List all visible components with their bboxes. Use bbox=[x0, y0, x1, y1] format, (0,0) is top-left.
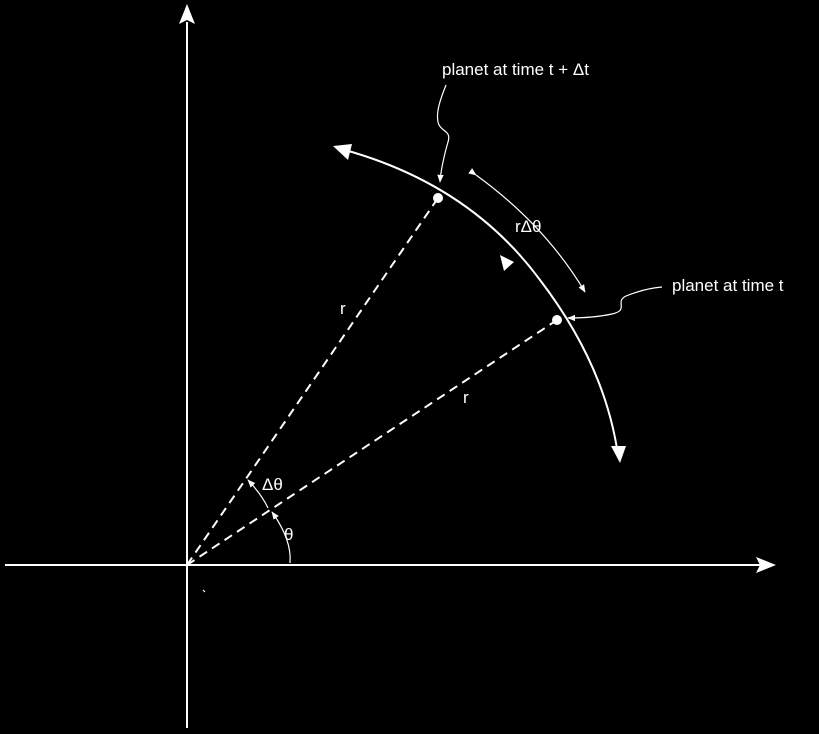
label-radius-now: r bbox=[463, 388, 469, 407]
origin-tick bbox=[202, 589, 206, 593]
label-delta-theta: Δθ bbox=[262, 475, 283, 494]
theta-angle-arc bbox=[271, 511, 291, 564]
label-arc-length: rΔθ bbox=[515, 217, 541, 236]
leader-later bbox=[436, 84, 450, 183]
label-radius-later: r bbox=[340, 299, 346, 318]
planet-now-point bbox=[552, 315, 562, 325]
leader-now bbox=[567, 286, 663, 322]
label-planet-now: planet at time t bbox=[672, 276, 784, 295]
x-axis-arrow-icon bbox=[756, 557, 776, 573]
label-planet-later: planet at time t + Δt bbox=[442, 60, 589, 79]
planet-later-point bbox=[433, 193, 443, 203]
orbit-arc bbox=[344, 149, 619, 456]
label-theta: θ bbox=[284, 525, 293, 544]
orbit-arrow-mid-icon bbox=[500, 255, 514, 271]
radius-line-now bbox=[186, 319, 558, 566]
orbit-arrow-end-icon bbox=[611, 446, 626, 463]
y-axis-arrow-icon bbox=[179, 4, 195, 24]
delta-theta-angle-arc bbox=[247, 479, 269, 509]
arc-length-double-arrow bbox=[468, 168, 586, 293]
radius-line-later bbox=[186, 197, 439, 566]
orbit-arrow-start-icon bbox=[333, 144, 352, 160]
